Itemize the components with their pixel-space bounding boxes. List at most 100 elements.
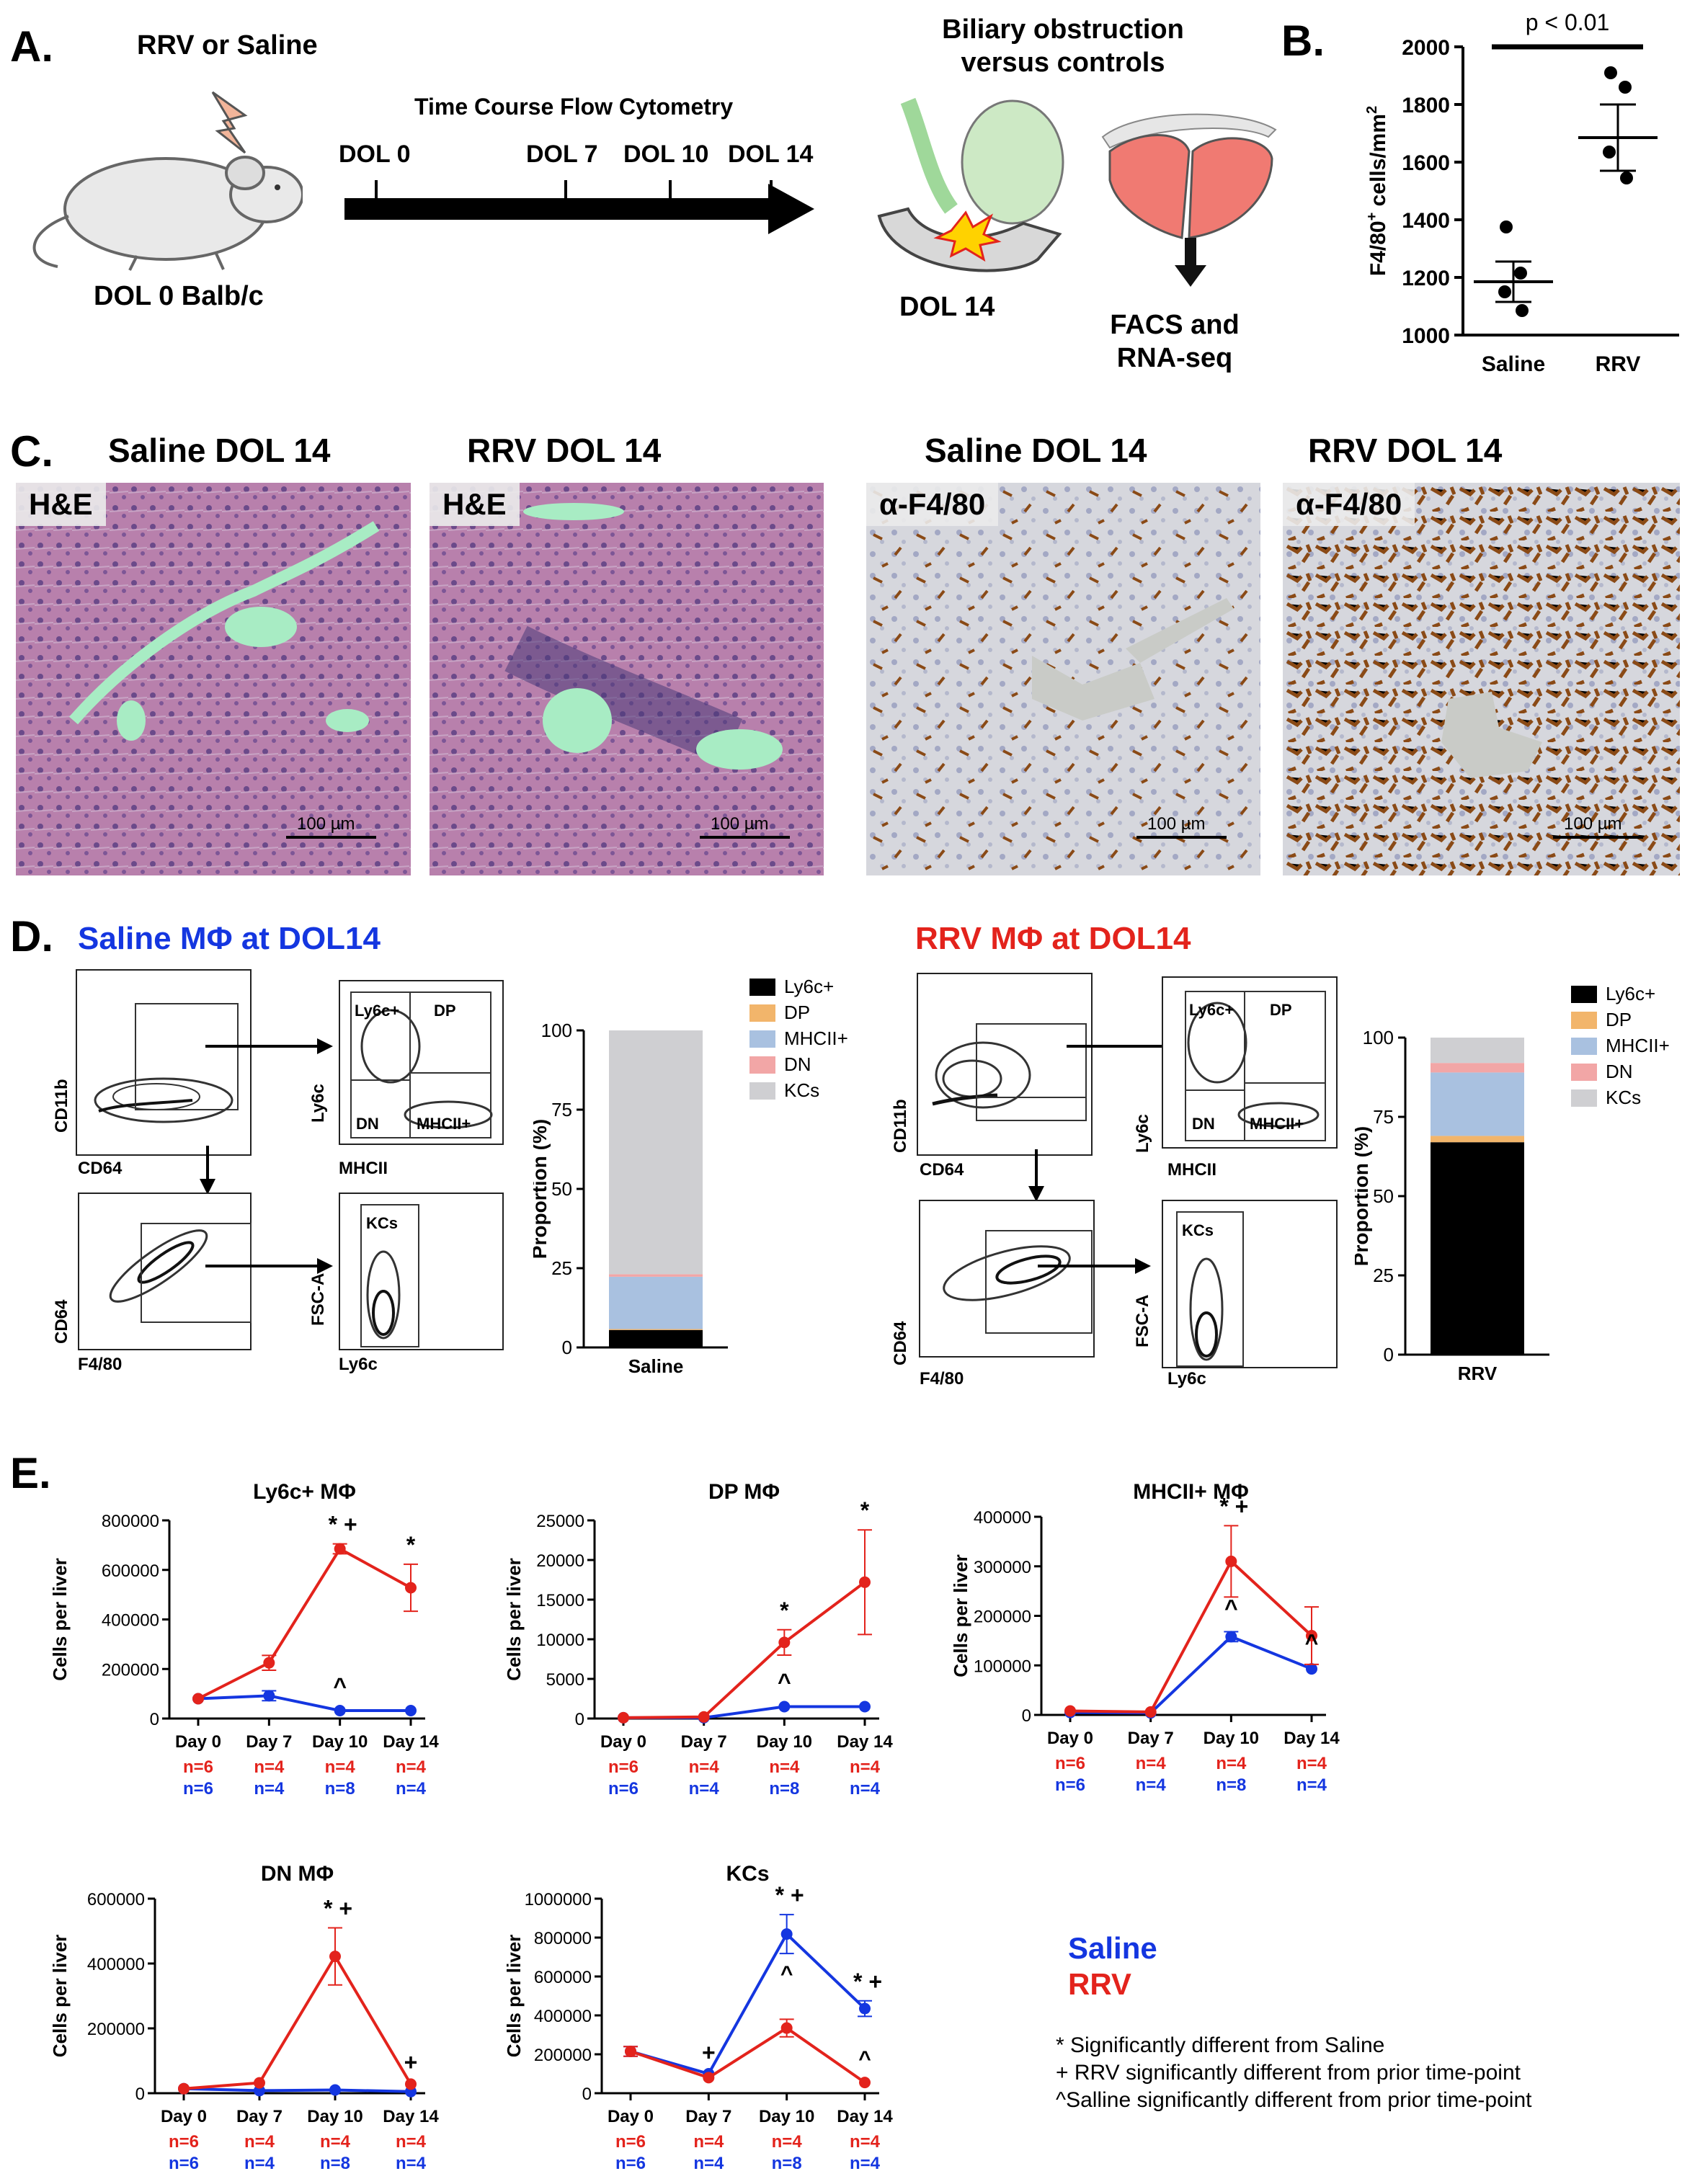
n-saline-label: n=8 bbox=[320, 2154, 350, 2173]
gate-arrow bbox=[206, 1146, 209, 1182]
scalebar-2 bbox=[700, 836, 790, 839]
y-tick-label: 400000 bbox=[102, 1611, 159, 1631]
facs-label-1: FACS and bbox=[1110, 310, 1240, 340]
y-tick-label: 400000 bbox=[534, 2007, 592, 2026]
legend-swatch bbox=[1571, 986, 1597, 1003]
data-point bbox=[254, 2077, 265, 2089]
legend-label: MHCII+ bbox=[1606, 1035, 1670, 1056]
y-tick-label: 200000 bbox=[534, 2046, 592, 2065]
rrv-facs-ly6c-mhcii: Ly6c+ DP DN MHCII+ bbox=[1162, 976, 1338, 1149]
axis-label: CD64 bbox=[891, 1321, 910, 1365]
stain-tag-3: α-F4/80 bbox=[866, 483, 999, 526]
series-line-rrv bbox=[1069, 1559, 1313, 1713]
x-tick-label: Saline bbox=[1482, 352, 1545, 376]
gate-label: MHCII+ bbox=[417, 1115, 471, 1133]
series-line-saline bbox=[1069, 1635, 1312, 1715]
p-value-label: p < 0.01 bbox=[1526, 9, 1610, 35]
chart-title: DN MΦ bbox=[261, 1862, 334, 1886]
data-point bbox=[859, 1701, 871, 1713]
gate-label: KCs bbox=[366, 1214, 399, 1232]
data-point bbox=[1603, 146, 1616, 159]
footnote-asterisk: * Significantly different from Saline bbox=[1056, 2033, 1385, 2057]
axis-label: Ly6c bbox=[1133, 1114, 1152, 1153]
significance-marker: ^ bbox=[858, 2047, 871, 2071]
gate-kcs bbox=[1176, 1211, 1244, 1367]
gate-label: Ly6c+ bbox=[1189, 1001, 1234, 1019]
axis-label: FSC-A bbox=[308, 1272, 328, 1326]
legend-label: DP bbox=[1606, 1009, 1632, 1030]
legend-label: KCs bbox=[784, 1079, 819, 1101]
y-tick-label: 1800 bbox=[1402, 94, 1450, 117]
y-tick-label: 25000 bbox=[536, 1512, 584, 1531]
gate-kcs bbox=[360, 1204, 419, 1347]
data-point bbox=[263, 1657, 275, 1669]
gate-arrow-head bbox=[1135, 1258, 1151, 1274]
n-saline-label: n=4 bbox=[254, 1779, 285, 1799]
bar-segment bbox=[1431, 1072, 1524, 1136]
legend-label: DN bbox=[784, 1053, 811, 1075]
line-chart-dp: DP MΦ 0 5000 10000 15000 20000 25000 Cells per … bbox=[504, 1480, 893, 1799]
gate-label: DN bbox=[356, 1115, 379, 1133]
bar-segment bbox=[1431, 1136, 1524, 1143]
significance-marker: ^ bbox=[1224, 1595, 1238, 1621]
he-saline-image: H&E 100 µm bbox=[16, 483, 411, 875]
n-saline-label: n=6 bbox=[1055, 1775, 1085, 1795]
data-point bbox=[1225, 1631, 1237, 1643]
gate-arrow bbox=[1038, 1265, 1139, 1267]
n-saline-label: n=8 bbox=[1216, 1775, 1246, 1795]
liver-illustration bbox=[1101, 113, 1277, 239]
significance-marker: * bbox=[780, 1597, 789, 1623]
n-saline-label: n=8 bbox=[772, 2154, 802, 2173]
n-saline-label: n=4 bbox=[396, 2154, 427, 2173]
obstruction-title-1: Biliary obstruction bbox=[942, 14, 1184, 45]
series-line-rrv bbox=[623, 1581, 866, 1719]
rrv-facs-fsc-ly6c: KCs bbox=[1162, 1200, 1338, 1368]
significance-marker: * + bbox=[853, 1969, 882, 1994]
facs-label-2: RNA-seq bbox=[1116, 343, 1233, 373]
x-tick-label: Day 7 bbox=[246, 1732, 292, 1752]
y-tick-label: 5000 bbox=[546, 1670, 584, 1690]
gate-label: MHCII+ bbox=[1250, 1115, 1304, 1133]
legend-swatch bbox=[749, 1056, 775, 1074]
y-tick-label: 0 bbox=[1022, 1706, 1031, 1726]
axis-label: MHCII bbox=[1167, 1160, 1216, 1180]
axis-label: CD64 bbox=[78, 1159, 123, 1178]
n-rrv-label: n=4 bbox=[693, 2132, 724, 2152]
treatment-label: RRV or Saline bbox=[137, 30, 318, 61]
panel-b-scatter-chart: 1000 1200 1400 1600 1800 2000 F4/80+ cells/mm2… bbox=[1364, 9, 1679, 376]
timeline-arrow bbox=[344, 180, 814, 234]
y-tick-label: 0 bbox=[135, 2085, 145, 2104]
gate-label: DP bbox=[434, 1002, 456, 1020]
data-point bbox=[178, 2082, 190, 2095]
line-chart-ly6c: Ly6c+ MΦ 0 200000 400000 600000 800000 Cells p… bbox=[50, 1480, 439, 1799]
significance-marker: ^ bbox=[780, 1962, 793, 1986]
x-tick-label: Day 10 bbox=[757, 1732, 812, 1752]
gate-label: KCs bbox=[1182, 1221, 1214, 1239]
y-tick-label: 0 bbox=[150, 1710, 159, 1729]
data-point bbox=[703, 2072, 715, 2084]
y-tick-label: 200000 bbox=[87, 2020, 145, 2039]
saline-facs-fsc-ly6c: KCs bbox=[339, 1193, 504, 1350]
n-rrv-label: n=4 bbox=[325, 1757, 356, 1777]
legend-label: Ly6c+ bbox=[1606, 983, 1655, 1004]
data-point bbox=[1514, 267, 1527, 280]
data-point bbox=[780, 1928, 793, 1940]
n-rrv-label: n=6 bbox=[608, 1757, 639, 1777]
scalebar-4 bbox=[1553, 836, 1643, 839]
x-tick-label: Day 7 bbox=[681, 1732, 727, 1752]
y-tick-label: 600000 bbox=[102, 1561, 159, 1581]
data-point bbox=[1500, 220, 1513, 233]
obstruction-title-2: versus controls bbox=[961, 48, 1165, 78]
panel-c-label: C. bbox=[10, 427, 53, 476]
y-tick-label: 0 bbox=[1384, 1344, 1394, 1365]
n-rrv-label: n=6 bbox=[1055, 1754, 1085, 1773]
data-point bbox=[698, 1711, 710, 1723]
y-tick-label: 400000 bbox=[974, 1508, 1031, 1528]
legend-label: MHCII+ bbox=[784, 1028, 848, 1049]
data-point bbox=[859, 2077, 871, 2089]
axis-label: Ly6c bbox=[339, 1355, 378, 1374]
gate-f480 bbox=[985, 1230, 1093, 1334]
x-tick-label: Day 14 bbox=[383, 1732, 439, 1752]
bar-segment bbox=[609, 1030, 703, 1275]
data-point bbox=[329, 2084, 341, 2096]
